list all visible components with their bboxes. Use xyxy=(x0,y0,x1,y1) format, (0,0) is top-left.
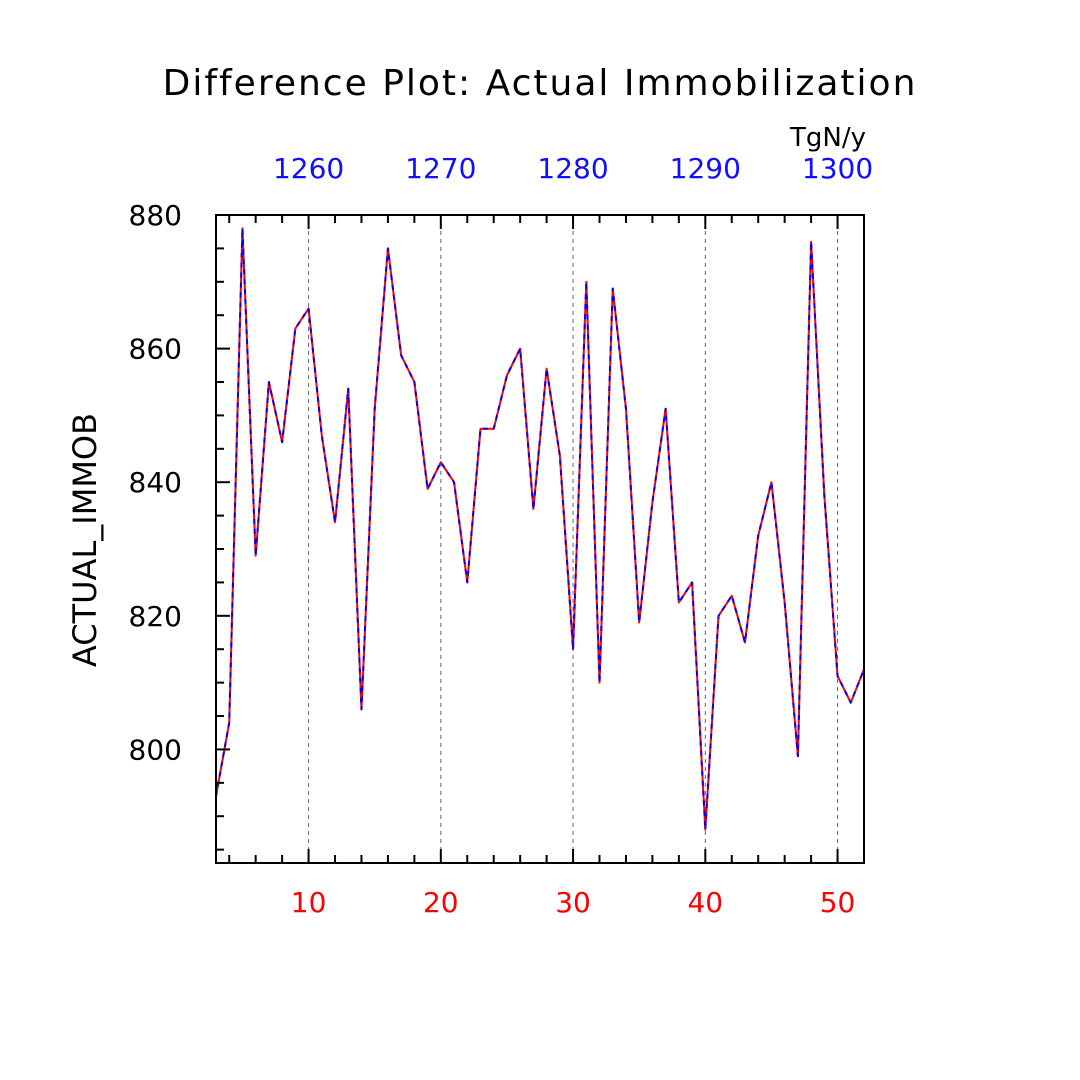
top-tick-label: 1300 xyxy=(802,152,873,185)
series-line-blue xyxy=(215,227,865,831)
x-tick-label: 30 xyxy=(555,886,591,919)
units-label: TgN/y xyxy=(789,123,866,153)
y-tick-label: 860 xyxy=(129,333,182,366)
y-axis-label: ACTUAL_IMMOB xyxy=(66,413,104,667)
y-tick-label: 880 xyxy=(129,199,182,232)
top-tick-label: 1290 xyxy=(670,152,741,185)
grid xyxy=(308,215,839,863)
plot-frame xyxy=(215,214,865,864)
x-tick-label: 20 xyxy=(423,886,459,919)
chart-title: Difference Plot: Actual Immobilization xyxy=(163,63,918,104)
y-tick-label: 820 xyxy=(129,600,182,633)
y-tick-label: 840 xyxy=(129,466,182,499)
x-tick-label: 50 xyxy=(820,886,856,919)
axes xyxy=(215,214,865,864)
series-line-red xyxy=(215,227,865,831)
x-tick-label: 40 xyxy=(687,886,723,919)
top-tick-label: 1280 xyxy=(537,152,608,185)
top-tick-label: 1260 xyxy=(273,152,344,185)
y-tick-label: 800 xyxy=(129,733,182,766)
plot-lines xyxy=(215,227,865,831)
x-tick-label: 10 xyxy=(291,886,327,919)
top-tick-label: 1270 xyxy=(405,152,476,185)
tick-labels: 10 20 30 40 50 1260 1270 1280 1290 1300 800 820 840 8… xyxy=(129,152,874,919)
